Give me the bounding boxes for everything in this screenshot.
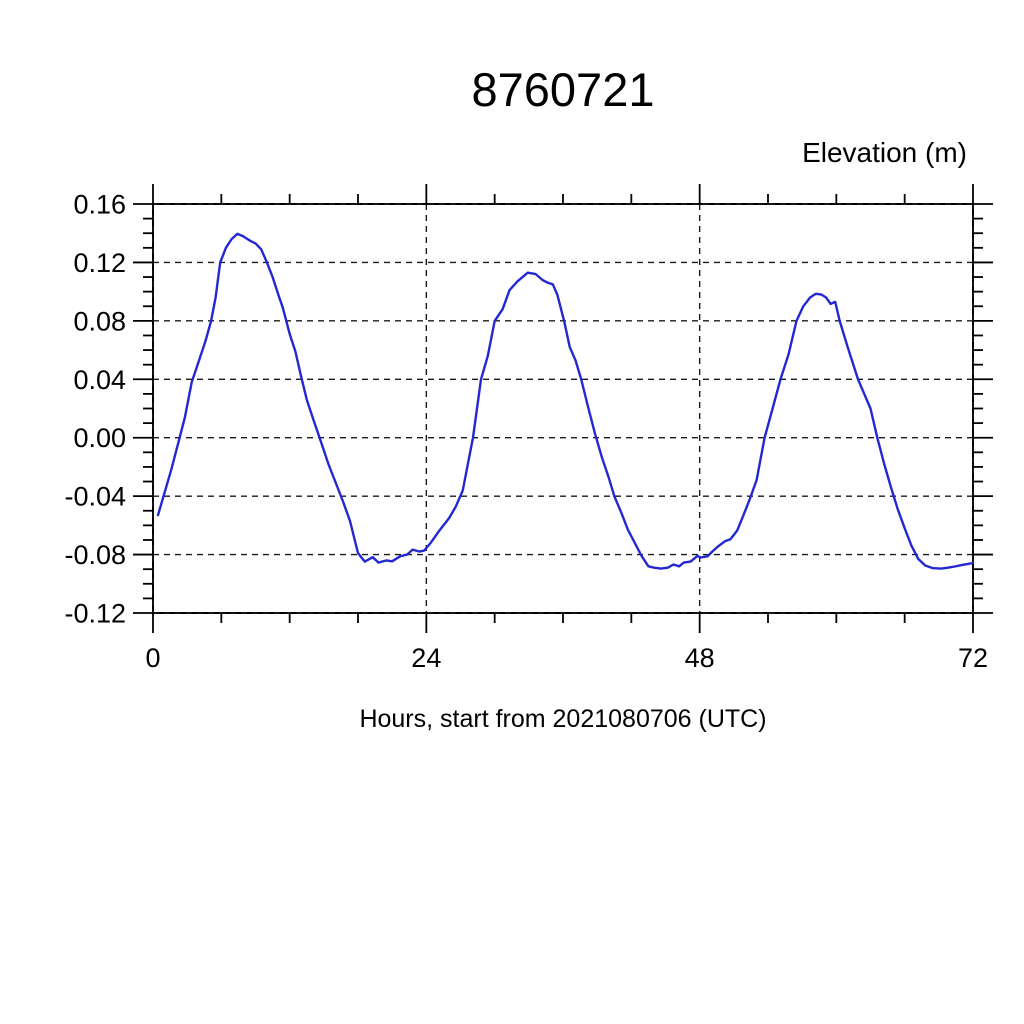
chart-title: 8760721 [471,63,655,116]
y-tick-label: -0.04 [64,482,126,512]
y-tick-label: 0.12 [73,248,126,278]
elevation-line [156,232,975,570]
axis-ticks [133,184,993,633]
x-axis-title: Hours, start from 2021080706 (UTC) [359,705,767,733]
x-tick-label: 72 [958,643,988,673]
y-tick-label: 0.08 [73,306,126,336]
x-tick-label: 24 [411,643,441,673]
gridlines [152,203,974,614]
y-tick-label: -0.08 [64,540,126,570]
x-tick-labels: 0 24 48 72 [145,643,988,673]
x-tick-label: 48 [685,643,715,673]
y-tick-label: 0.04 [73,365,126,395]
x-tick-label: 0 [145,643,160,673]
y-tick-label: 0.16 [73,190,126,220]
y-tick-label: 0.00 [73,423,126,453]
y-tick-label: -0.12 [64,599,126,629]
y-axis-unit-label: Elevation (m) [802,137,967,168]
y-tick-labels: 0.16 0.12 0.08 0.04 0.00 -0.04 -0.08 -0.12 [64,190,126,629]
plot-frame [152,203,974,614]
